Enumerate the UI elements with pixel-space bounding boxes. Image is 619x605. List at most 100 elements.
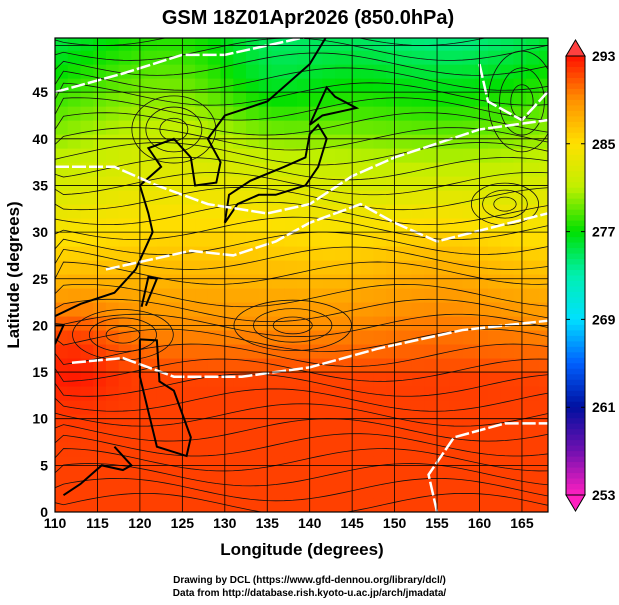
field-cell <box>233 120 247 135</box>
field-cell <box>169 204 184 219</box>
field-cell <box>322 162 336 177</box>
field-cell <box>449 330 464 345</box>
field-cell <box>373 484 387 499</box>
y-tick-label: 25 <box>32 271 48 287</box>
field-cell <box>258 288 273 303</box>
field-cell <box>80 372 94 387</box>
field-cell <box>296 120 311 135</box>
streamline <box>55 38 488 46</box>
field-cell <box>169 400 184 415</box>
field-cell <box>475 316 489 331</box>
y-tick-label: 10 <box>32 411 48 427</box>
x-tick-label: 120 <box>128 515 152 531</box>
field-cell <box>156 204 171 219</box>
field-cell <box>246 414 260 429</box>
field-cell <box>156 78 171 93</box>
field-cell <box>258 414 273 429</box>
field-cell <box>462 372 477 387</box>
field-cell <box>271 218 285 233</box>
field-cell <box>118 414 133 429</box>
field-cell <box>513 50 527 65</box>
field-cell <box>487 302 502 317</box>
field-cell <box>526 232 540 247</box>
field-cell <box>169 92 184 107</box>
field-cell <box>322 204 336 219</box>
field-cell <box>347 428 362 443</box>
field-cell <box>93 204 107 219</box>
field-cell <box>80 400 94 415</box>
field-cell <box>322 50 336 65</box>
contour-line <box>427 422 548 512</box>
field-cell <box>411 120 426 135</box>
field-cell <box>500 498 515 512</box>
field-cell <box>105 400 120 415</box>
field-cell <box>424 316 438 331</box>
field-cell <box>462 414 477 429</box>
field-cell <box>93 232 107 247</box>
field-cell <box>487 470 502 485</box>
field-cell <box>386 246 400 261</box>
field-cell <box>105 274 120 289</box>
field-cell <box>118 246 133 261</box>
field-cell <box>335 456 349 471</box>
field-cell <box>67 330 82 345</box>
y-tick-labels: 0 5 10 15 20 25 30 35 40 45 <box>32 84 48 520</box>
field-cell <box>220 358 235 373</box>
field-cell <box>411 106 426 121</box>
field-cell <box>513 372 527 387</box>
field-cell <box>335 148 349 163</box>
colorbar-segment <box>566 231 585 238</box>
colorbar-segment <box>566 280 585 288</box>
field-cell <box>513 414 527 429</box>
field-cell <box>233 344 247 359</box>
field-cell <box>233 414 247 429</box>
field-cell <box>309 372 324 387</box>
field-cell <box>169 344 184 359</box>
field-cell <box>93 148 107 163</box>
field-cell <box>347 162 362 177</box>
x-tick-label: 110 <box>44 515 67 531</box>
field-cell <box>284 316 298 331</box>
field-cell <box>118 470 133 485</box>
field-cell <box>131 134 145 149</box>
colorbar-segment <box>566 445 585 452</box>
field-cell <box>220 162 235 177</box>
field-cell <box>437 316 451 331</box>
field-cell <box>411 260 426 275</box>
field-cell <box>347 288 362 303</box>
field-cell <box>156 92 171 107</box>
field-cell <box>513 498 527 512</box>
field-cell <box>207 372 222 387</box>
field-cell <box>322 64 336 79</box>
field-cell <box>182 38 196 51</box>
field-cell <box>156 386 171 401</box>
field-cell <box>55 428 69 443</box>
field-cell <box>462 470 477 485</box>
contour-line <box>478 63 548 122</box>
field-cell <box>93 484 107 499</box>
field-cell <box>538 218 548 233</box>
field-cell <box>156 38 171 51</box>
field-cell <box>67 386 82 401</box>
field-cell <box>449 64 464 79</box>
field-cell <box>475 414 489 429</box>
x-tick-label: 145 <box>340 515 364 531</box>
field-cell <box>411 470 426 485</box>
field-cell <box>195 260 209 275</box>
colorbar-segment <box>566 423 585 430</box>
field-cell <box>144 358 158 373</box>
streamline <box>55 388 548 412</box>
field-cell <box>360 274 375 289</box>
field-cell <box>55 120 69 135</box>
field-cell <box>437 204 451 219</box>
field-cell <box>347 358 362 373</box>
field-cell <box>398 288 413 303</box>
field-cell <box>347 64 362 79</box>
coastline <box>308 85 360 126</box>
colorbar-segment <box>566 418 585 425</box>
field-cell <box>118 358 133 373</box>
field-cell <box>284 176 298 191</box>
field-cell <box>373 414 387 429</box>
field-cell <box>373 120 387 135</box>
field-cell <box>296 106 311 121</box>
